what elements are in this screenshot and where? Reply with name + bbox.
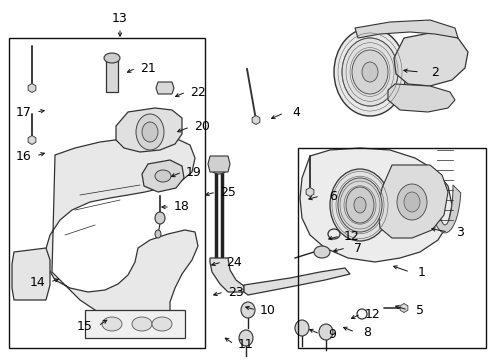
Text: 19: 19 [186, 166, 202, 179]
Bar [298, 148, 486, 348]
Text: 1: 1 [418, 266, 426, 279]
Ellipse shape [346, 187, 374, 223]
Text: 11: 11 [238, 338, 254, 351]
Polygon shape [306, 188, 314, 197]
Ellipse shape [142, 122, 158, 142]
Polygon shape [378, 165, 448, 238]
Text: 4: 4 [292, 107, 300, 120]
Text: 12: 12 [365, 307, 381, 320]
Ellipse shape [102, 317, 122, 331]
Text: 5: 5 [416, 303, 424, 316]
Ellipse shape [352, 50, 388, 94]
Text: 2: 2 [431, 66, 439, 78]
Polygon shape [28, 135, 36, 144]
Ellipse shape [354, 197, 366, 213]
Ellipse shape [132, 317, 152, 331]
Text: 21: 21 [140, 62, 156, 75]
Ellipse shape [155, 170, 171, 182]
Polygon shape [388, 84, 455, 112]
Ellipse shape [362, 62, 378, 82]
Ellipse shape [319, 324, 333, 340]
Polygon shape [28, 84, 36, 93]
Text: 23: 23 [228, 285, 244, 298]
Text: 7: 7 [354, 242, 362, 255]
Ellipse shape [241, 302, 255, 318]
Ellipse shape [155, 212, 165, 224]
Ellipse shape [314, 246, 330, 258]
Polygon shape [45, 136, 198, 322]
Text: 10: 10 [260, 303, 276, 316]
Text: 16: 16 [16, 149, 32, 162]
Polygon shape [355, 20, 458, 38]
Ellipse shape [330, 169, 390, 241]
Text: 13: 13 [112, 12, 128, 24]
Ellipse shape [136, 114, 164, 150]
Text: 24: 24 [226, 256, 242, 269]
Ellipse shape [295, 320, 309, 336]
Text: 25: 25 [220, 185, 236, 198]
Text: 14: 14 [30, 275, 46, 288]
Polygon shape [429, 177, 461, 233]
Ellipse shape [152, 317, 172, 331]
Polygon shape [300, 148, 452, 262]
Polygon shape [244, 268, 350, 295]
Text: 15: 15 [77, 320, 93, 333]
Ellipse shape [104, 53, 120, 63]
Polygon shape [210, 258, 244, 292]
Ellipse shape [239, 330, 253, 346]
Polygon shape [208, 156, 230, 172]
Ellipse shape [397, 184, 427, 220]
Ellipse shape [342, 38, 398, 106]
Ellipse shape [211, 162, 227, 174]
Ellipse shape [404, 192, 420, 212]
Text: 9: 9 [328, 328, 336, 341]
Text: 12: 12 [344, 230, 360, 243]
Polygon shape [252, 116, 260, 125]
Ellipse shape [155, 230, 161, 238]
Polygon shape [106, 58, 118, 92]
Text: 18: 18 [174, 201, 190, 213]
Polygon shape [394, 32, 468, 86]
Ellipse shape [338, 178, 382, 232]
Text: 22: 22 [190, 85, 206, 99]
Text: 20: 20 [194, 121, 210, 134]
Text: 6: 6 [329, 189, 337, 202]
Bar [9, 38, 205, 348]
Text: 3: 3 [456, 225, 464, 238]
Ellipse shape [334, 28, 406, 116]
Polygon shape [400, 303, 408, 312]
Polygon shape [116, 108, 182, 152]
Text: 8: 8 [363, 325, 371, 338]
Polygon shape [156, 82, 174, 94]
Polygon shape [85, 310, 185, 338]
Text: 17: 17 [16, 105, 32, 118]
Polygon shape [142, 160, 184, 192]
Polygon shape [12, 248, 50, 300]
